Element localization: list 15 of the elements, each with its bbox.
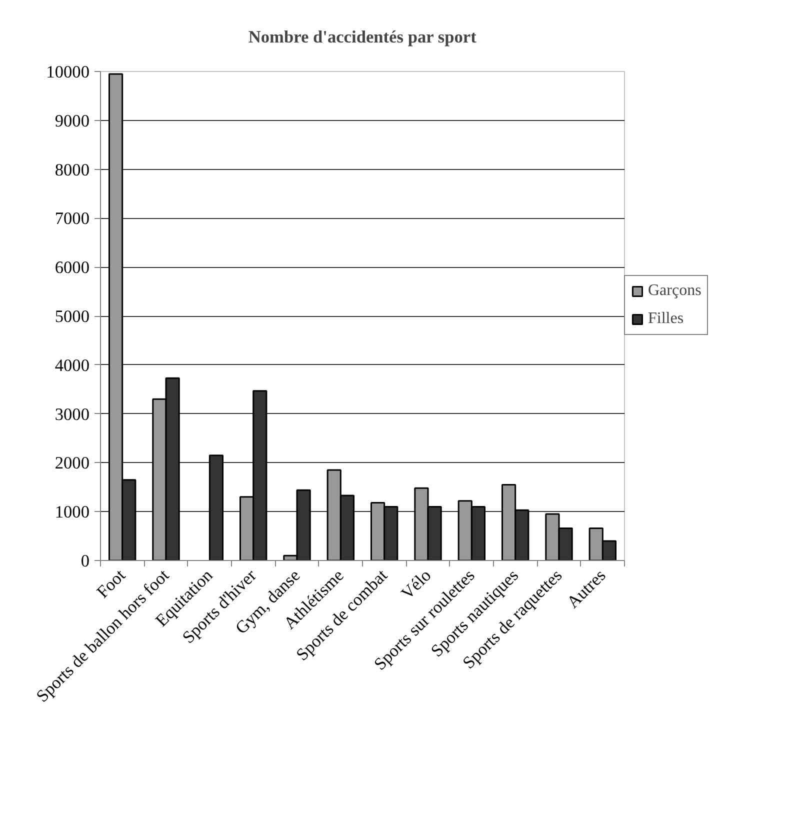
y-tick-label: 7000 [54,209,90,228]
y-tick-label: 4000 [54,356,90,375]
y-tick-label: 5000 [54,307,90,326]
y-tick-label: 10000 [46,62,90,82]
legend-label: Filles [648,310,684,328]
y-tick-label: 0 [80,552,90,570]
y-tick-label: 8000 [54,160,90,180]
y-tick-label: 3000 [54,404,90,424]
x-tick-label: Vélo [397,566,435,604]
y-tick-label: 9000 [54,111,90,130]
y-tick-label: 2000 [54,454,90,473]
y-tick-label: 1000 [54,502,90,522]
legend-label: Garçons [648,282,702,300]
chart-title: Nombre d'accidentés par sport [248,28,477,46]
y-tick-label: 6000 [54,258,90,278]
